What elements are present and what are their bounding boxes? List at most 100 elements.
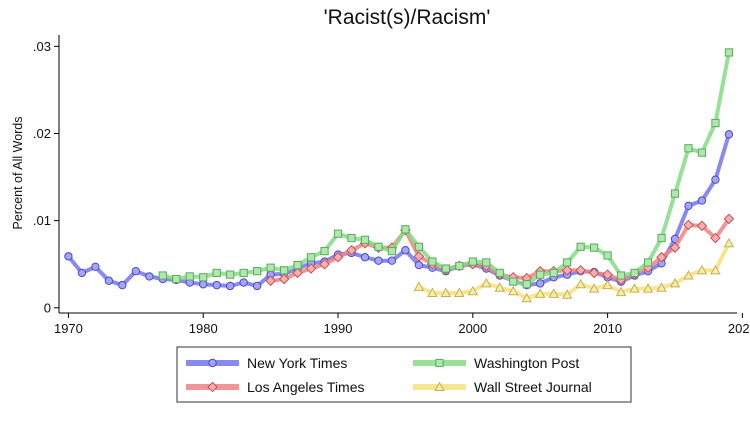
data-point <box>347 233 356 243</box>
data-point <box>684 201 693 211</box>
data-point <box>468 257 477 266</box>
data-point <box>670 189 680 198</box>
data-point <box>603 251 612 260</box>
data-point <box>683 270 694 280</box>
x-tick-label: 1990 <box>324 321 353 336</box>
series-line <box>160 50 731 287</box>
data-point <box>319 258 330 270</box>
data-point <box>387 256 397 265</box>
y-axis-label: Percent of All Words <box>11 116 25 229</box>
data-point <box>91 262 100 272</box>
data-point <box>401 225 410 234</box>
data-point <box>185 272 194 281</box>
data-point <box>522 280 531 289</box>
data-point <box>576 242 585 251</box>
y-tick-label: .02 <box>33 126 51 141</box>
y-tick-label: .03 <box>33 39 51 54</box>
data-point <box>656 251 667 263</box>
data-point <box>387 247 397 256</box>
legend-label: Washington Post <box>474 355 579 371</box>
axes: 0 .01 .02 .03 1970 1980 1990 2000 2010 2020 <box>33 35 750 336</box>
data-point <box>696 220 708 232</box>
x-tick-label: 2020 <box>728 321 750 336</box>
x-tick-label: 2000 <box>458 321 487 336</box>
data-point <box>630 268 639 278</box>
y-tick-label: 0 <box>44 300 51 315</box>
legend-item: New York Times <box>186 355 347 371</box>
data-point <box>131 266 141 276</box>
data-point <box>723 237 735 248</box>
data-point <box>521 292 532 303</box>
data-point <box>239 268 248 278</box>
series-wall-street-journal <box>413 237 735 303</box>
data-point <box>656 282 667 292</box>
data-point <box>602 279 613 290</box>
data-point <box>481 277 492 288</box>
data-point <box>401 246 410 255</box>
data-point <box>293 260 302 270</box>
data-point <box>724 130 734 139</box>
legend: New York Times Los Angeles Times Washingto… <box>176 346 632 403</box>
series-line <box>66 132 731 288</box>
data-point <box>292 267 303 279</box>
data-point <box>494 282 506 292</box>
data-point <box>333 229 343 238</box>
data-point <box>724 48 734 57</box>
data-point <box>118 280 127 290</box>
data-point <box>374 242 383 251</box>
data-point <box>615 286 627 297</box>
data-point <box>643 258 653 267</box>
data-point <box>536 270 545 279</box>
data-point <box>467 285 479 296</box>
data-point <box>252 281 262 291</box>
data-point <box>413 281 425 291</box>
data-point <box>212 268 221 278</box>
data-point <box>454 287 465 297</box>
data-point <box>683 219 694 231</box>
data-point <box>226 270 235 279</box>
data-point <box>104 276 114 285</box>
data-point <box>507 285 519 296</box>
data-point <box>711 118 720 128</box>
data-point <box>534 288 546 298</box>
data-point <box>588 267 600 279</box>
data-point <box>616 271 626 280</box>
data-point <box>696 264 708 275</box>
data-point <box>225 281 235 291</box>
legend-label: New York Times <box>247 355 347 371</box>
legend-box <box>176 346 632 403</box>
data-point <box>360 253 370 262</box>
data-point <box>536 279 545 288</box>
data-point <box>575 278 586 289</box>
data-point <box>199 280 208 289</box>
data-point <box>563 258 572 267</box>
data-point <box>590 243 599 252</box>
data-point <box>305 263 317 274</box>
data-point <box>669 277 681 288</box>
legend-marker <box>207 381 218 393</box>
data-point <box>509 277 518 286</box>
data-point <box>414 260 424 270</box>
x-tick-label: 2010 <box>593 321 622 336</box>
data-point <box>212 280 221 290</box>
data-point <box>145 272 154 281</box>
data-point <box>669 242 681 253</box>
y-tick-label: .01 <box>33 213 51 228</box>
data-point <box>697 148 707 157</box>
data-point <box>265 275 276 287</box>
data-point <box>588 283 600 293</box>
data-point <box>346 244 357 256</box>
data-point <box>711 175 720 184</box>
data-point <box>414 242 423 251</box>
legend-label: Wall Street Journal <box>474 379 592 395</box>
legend-marker <box>434 381 445 392</box>
data-point <box>360 235 370 244</box>
data-point <box>710 264 721 275</box>
data-point <box>441 264 450 273</box>
data-point <box>427 287 438 297</box>
data-point <box>280 266 289 275</box>
data-point <box>278 273 290 285</box>
data-point <box>253 267 262 276</box>
